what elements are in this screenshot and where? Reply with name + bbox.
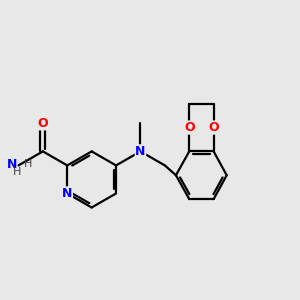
Text: O: O	[184, 121, 195, 134]
Text: N: N	[62, 187, 73, 200]
Text: H: H	[13, 167, 21, 177]
Text: H: H	[17, 159, 32, 169]
Text: N: N	[135, 145, 146, 158]
Text: N: N	[7, 158, 17, 170]
Text: O: O	[38, 117, 48, 130]
Text: O: O	[208, 121, 219, 134]
